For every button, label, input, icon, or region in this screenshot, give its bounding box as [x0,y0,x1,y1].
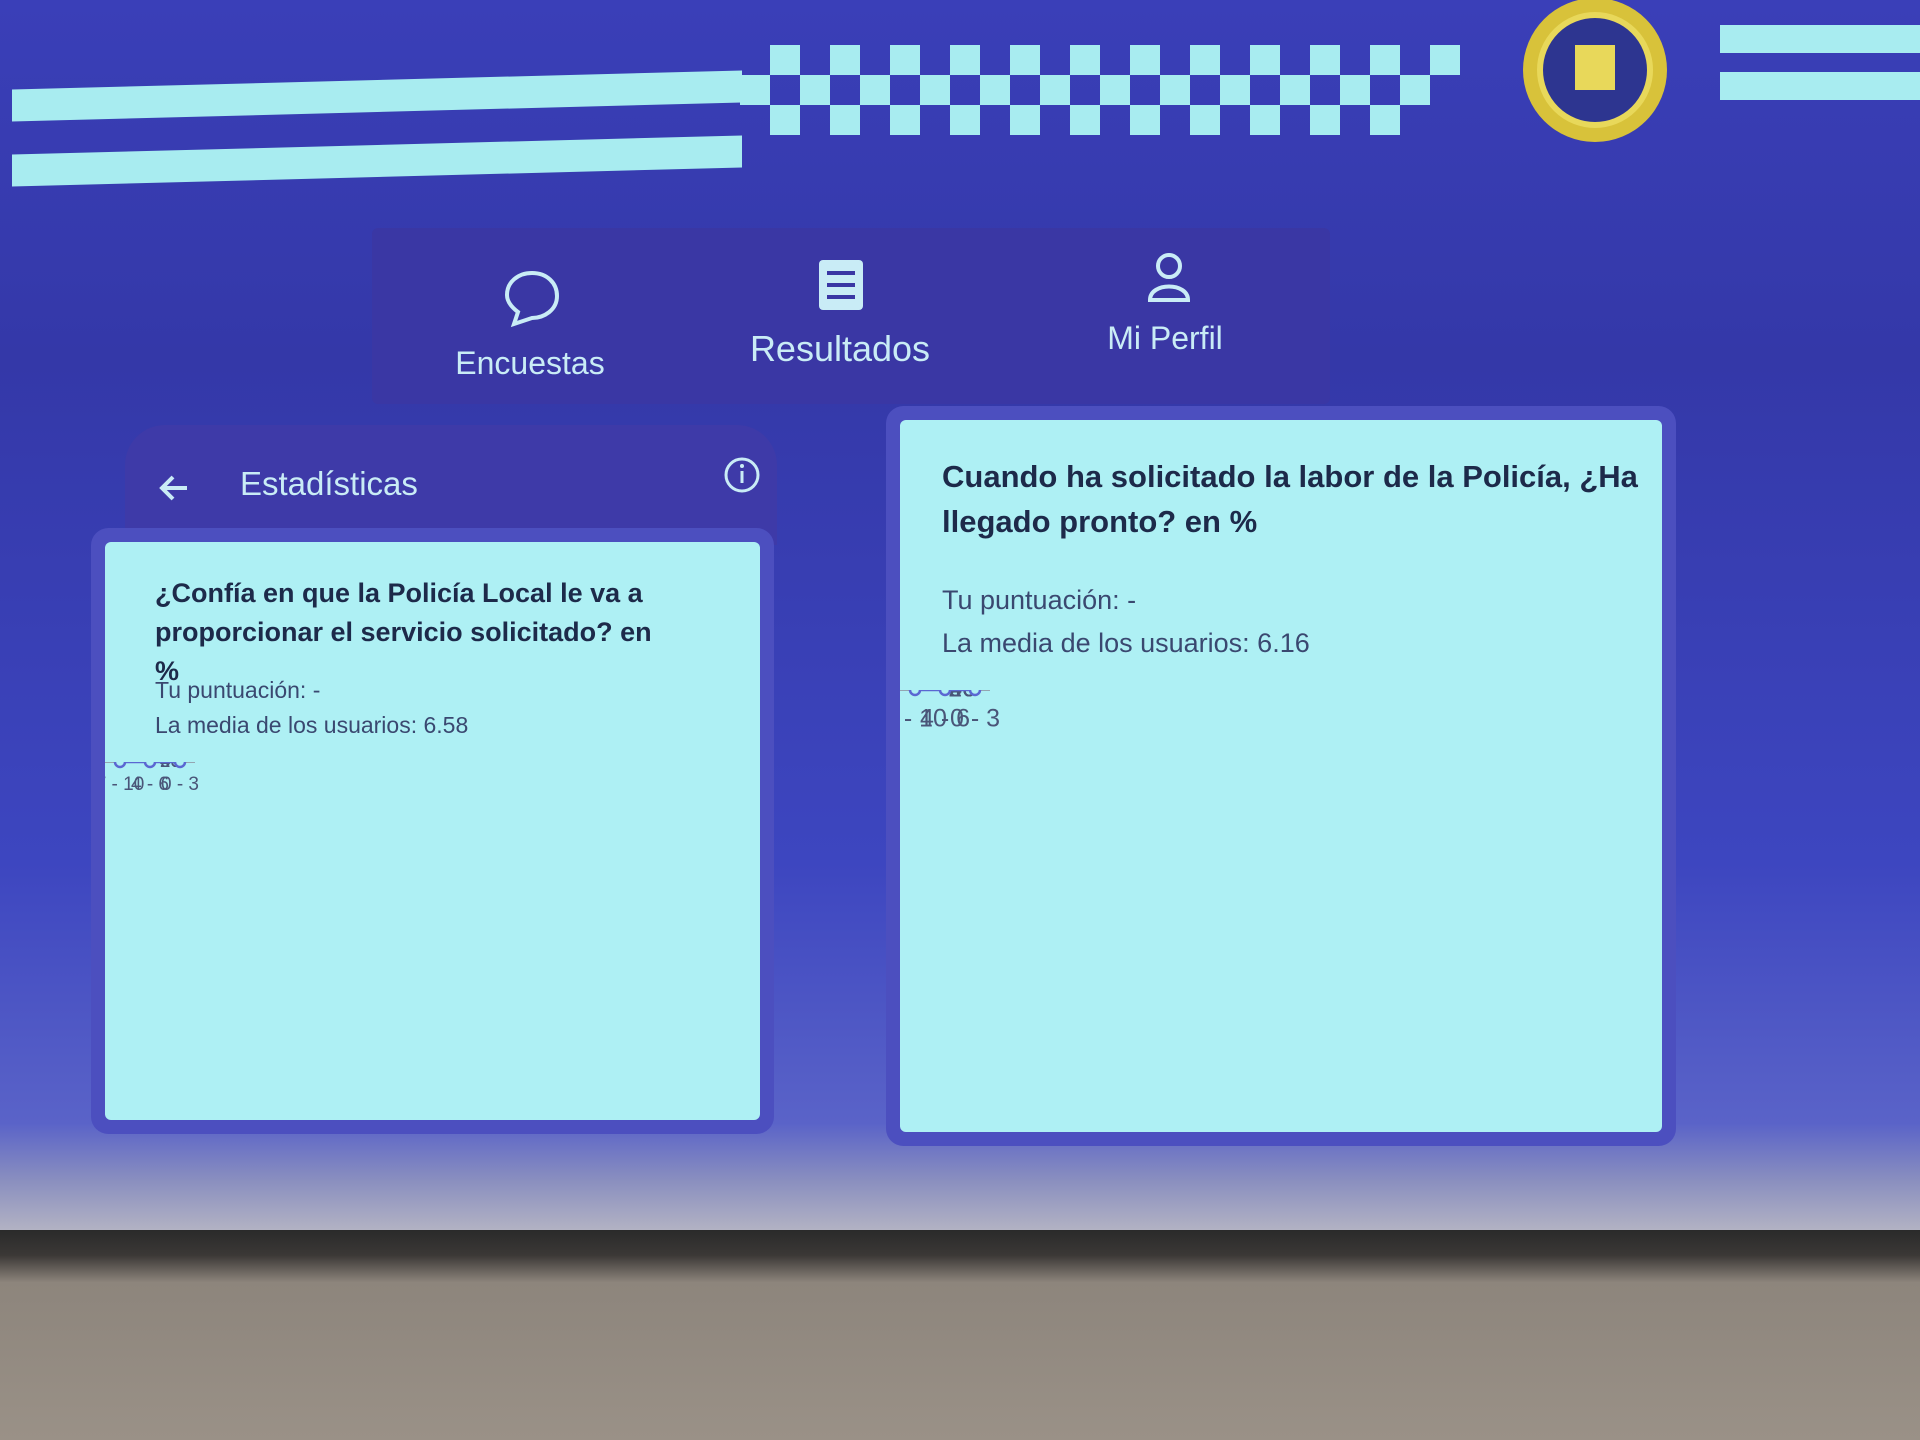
card: Cuando ha solicitado la labor de la Poli… [900,420,1662,1132]
y-tick-label: 60 [948,690,976,703]
average: La media de los usuarios: 6.58 [155,712,469,738]
y-tick-label: 40 [948,690,976,703]
question: ¿Confía en que la Policía Local le va a … [155,578,652,687]
score: Tu puntuación: - [155,677,321,703]
nav-item[interactable]: Mi Perfil [1107,320,1223,356]
trend-point [143,762,157,769]
y-tick-label: 60 [160,762,181,772]
nav-item[interactable]: Encuestas [455,345,605,381]
y-tick-label: 20 [948,690,976,703]
back-button[interactable] [157,473,193,503]
checker [740,45,1460,135]
trend-point [113,762,127,769]
nav-item[interactable]: Resultados [749,328,931,369]
header-title: Estadísticas [240,465,418,502]
x-tick-label: 0 - 3 [161,774,199,795]
trend-point [968,690,982,697]
card-header: Estadísticas [125,425,777,545]
stripe [12,135,742,187]
card: ¿Confía en que la Policía Local le va a … [105,542,760,1120]
nav-bar: Encuestas Resultados Mi Perfil [372,228,1330,404]
logo [1523,0,1667,142]
chart: 0204060 0 - 34 - 67 - 10 [105,762,199,795]
y-tick-label: 0 [170,762,181,772]
wall [0,1230,1920,1440]
score: Tu puntuación: - [942,585,1137,615]
stripe [12,70,742,122]
chart: 02040600 - 34 - 67 - 10 [900,690,1000,733]
profile-icon [1147,253,1191,302]
x-tick-label: 0 - 3 [950,705,1000,733]
surveys-icon [504,270,560,328]
trend-point [938,690,952,697]
x-tick-label: 4 - 6 [920,705,970,733]
x-tick-label: 7 - 10 [105,774,144,795]
y-tick-label: 40 [160,762,181,772]
question: Cuando ha solicitado la labor de la Poli… [942,459,1638,539]
info-button[interactable] [722,455,762,495]
results-icon [819,260,863,310]
x-tick-label: 7 - 10 [900,705,947,733]
y-tick-label: 20 [160,762,181,772]
stripe [1720,72,1920,100]
trend-point [173,762,187,769]
stripe [1720,25,1920,53]
average: La media de los usuarios: 6.16 [942,628,1310,658]
x-tick-label: 4 - 6 [131,774,169,795]
trend-point [908,690,922,697]
